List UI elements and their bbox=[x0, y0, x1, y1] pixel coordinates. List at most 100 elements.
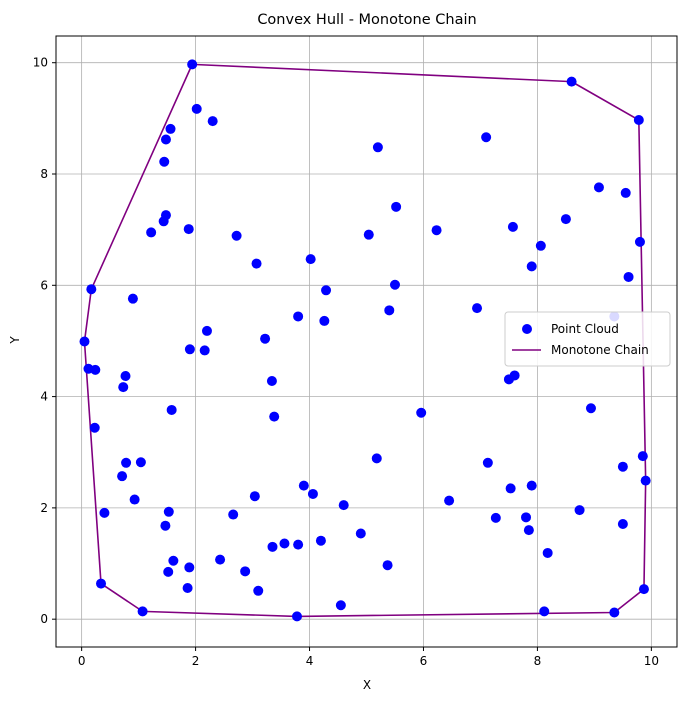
data-point bbox=[617, 461, 628, 472]
legend-marker-point-cloud bbox=[522, 324, 532, 334]
data-point bbox=[566, 76, 577, 87]
x-axis: 0 2 4 6 8 10 bbox=[78, 647, 659, 668]
hull-line-group bbox=[83, 63, 647, 618]
x-axis-label: X bbox=[363, 678, 371, 692]
data-point bbox=[542, 547, 553, 558]
data-point bbox=[338, 500, 349, 511]
data-point bbox=[633, 115, 644, 126]
data-point bbox=[298, 480, 309, 491]
data-point bbox=[637, 451, 648, 462]
y-axis: 0 2 4 6 8 10 bbox=[33, 56, 56, 626]
data-point bbox=[617, 519, 628, 530]
data-point bbox=[482, 457, 493, 468]
data-point bbox=[99, 507, 110, 518]
y-tick-label: 2 bbox=[40, 501, 48, 515]
data-point bbox=[215, 554, 226, 565]
data-point bbox=[620, 187, 631, 198]
data-point bbox=[481, 132, 492, 143]
data-point bbox=[638, 584, 649, 595]
points-group bbox=[79, 59, 651, 622]
data-point bbox=[321, 285, 332, 296]
data-point bbox=[120, 371, 131, 382]
data-point bbox=[315, 535, 326, 546]
data-point bbox=[135, 457, 146, 468]
data-point bbox=[444, 495, 455, 506]
data-point bbox=[560, 214, 571, 225]
data-point bbox=[319, 315, 330, 326]
data-point bbox=[382, 560, 393, 571]
data-point bbox=[160, 520, 171, 531]
data-point bbox=[166, 404, 177, 415]
data-point bbox=[266, 376, 277, 387]
data-point bbox=[371, 453, 382, 464]
data-point bbox=[117, 471, 128, 482]
data-point bbox=[279, 538, 290, 549]
data-point bbox=[121, 457, 132, 468]
data-point bbox=[623, 271, 634, 282]
data-point bbox=[431, 225, 442, 236]
data-point bbox=[249, 491, 260, 502]
data-point bbox=[267, 541, 278, 552]
data-point bbox=[184, 562, 195, 573]
data-point bbox=[160, 134, 171, 145]
data-point bbox=[384, 305, 395, 316]
data-point bbox=[168, 555, 179, 566]
data-point bbox=[163, 566, 174, 577]
data-point bbox=[391, 201, 402, 212]
data-point bbox=[163, 506, 174, 517]
data-point bbox=[184, 344, 195, 355]
data-point bbox=[191, 103, 202, 114]
data-point bbox=[79, 336, 90, 347]
data-point bbox=[118, 382, 129, 393]
data-point bbox=[305, 254, 316, 265]
data-point bbox=[526, 261, 537, 272]
data-point bbox=[640, 475, 651, 486]
y-axis-label: Y bbox=[8, 336, 22, 345]
data-point bbox=[269, 411, 280, 422]
data-point bbox=[228, 509, 239, 520]
plot-frame bbox=[55, 35, 678, 648]
data-point bbox=[363, 229, 374, 240]
data-point bbox=[207, 116, 218, 127]
x-tick-label: 4 bbox=[306, 654, 314, 668]
data-point bbox=[389, 279, 400, 290]
data-point bbox=[182, 583, 193, 594]
data-point bbox=[535, 240, 546, 251]
data-point bbox=[490, 512, 501, 523]
y-tick-label: 8 bbox=[40, 167, 48, 181]
data-point bbox=[90, 364, 101, 375]
x-tick-label: 8 bbox=[534, 654, 542, 668]
data-point bbox=[199, 345, 210, 356]
data-point bbox=[137, 606, 148, 617]
data-point bbox=[593, 182, 604, 193]
data-point bbox=[201, 325, 212, 336]
data-point bbox=[293, 311, 304, 322]
data-point bbox=[253, 585, 264, 596]
legend: Point Cloud Monotone Chain bbox=[504, 311, 671, 367]
data-point bbox=[574, 505, 585, 516]
x-tick-label: 2 bbox=[192, 654, 200, 668]
hull-line bbox=[83, 63, 647, 618]
legend-box bbox=[504, 311, 671, 367]
data-point bbox=[260, 333, 271, 344]
data-point bbox=[472, 303, 483, 314]
data-point bbox=[159, 156, 170, 167]
data-point bbox=[539, 606, 550, 617]
data-point bbox=[165, 123, 176, 134]
data-point bbox=[127, 293, 138, 304]
data-point bbox=[187, 59, 198, 70]
data-point bbox=[291, 611, 302, 622]
y-tick-label: 4 bbox=[40, 390, 48, 404]
data-point bbox=[372, 142, 383, 153]
data-point bbox=[416, 407, 427, 418]
data-point bbox=[158, 216, 169, 227]
y-tick-label: 6 bbox=[40, 278, 48, 292]
data-point bbox=[307, 488, 318, 499]
data-point bbox=[251, 258, 262, 269]
data-point bbox=[96, 578, 107, 589]
data-point bbox=[507, 221, 518, 232]
data-point bbox=[146, 227, 157, 238]
y-tick-label: 10 bbox=[33, 56, 48, 70]
data-point bbox=[585, 403, 596, 414]
